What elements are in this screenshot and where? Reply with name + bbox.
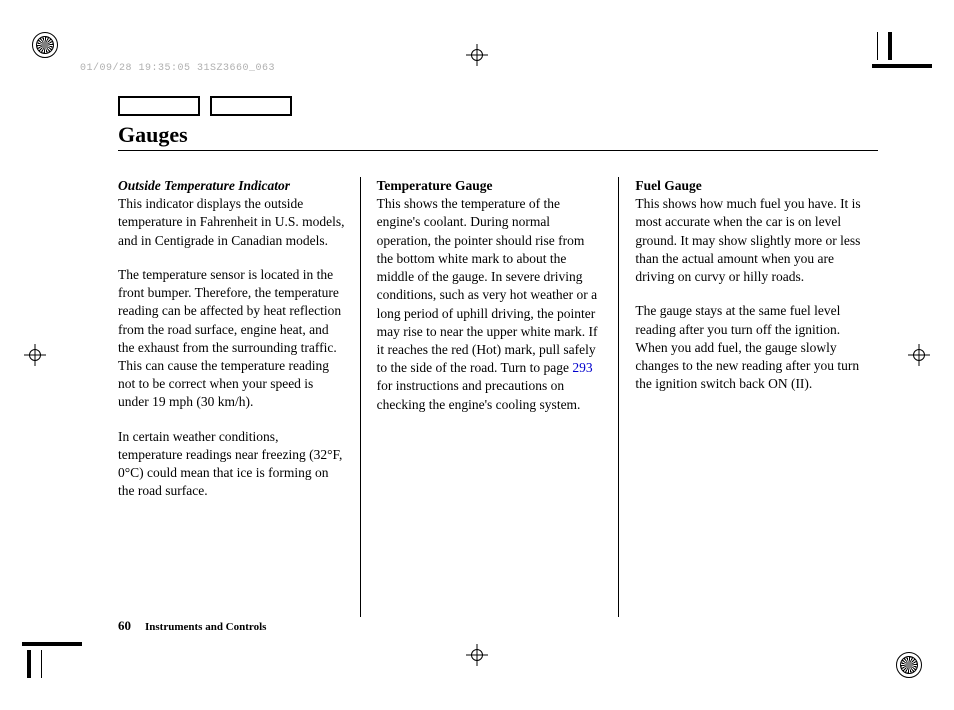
tab-boxes: [118, 96, 878, 116]
body-text: In certain weather conditions, temperatu…: [118, 428, 345, 501]
column-2: Temperature Gauge This shows the tempera…: [361, 177, 620, 517]
section-head-outside-temp: Outside Temperature Indicator: [118, 178, 290, 193]
page-number: 60: [118, 618, 131, 634]
crosshair-bottom: [466, 644, 488, 666]
body-text: The gauge stays at the same fuel level r…: [635, 302, 862, 393]
footer-section: Instruments and Controls: [145, 621, 266, 633]
page-footer: 60 Instruments and Controls: [118, 618, 266, 634]
page-content: Gauges Outside Temperature Indicator Thi…: [118, 96, 878, 517]
reg-mark-top-left: [32, 32, 58, 58]
title-rule: [118, 150, 878, 151]
page-link[interactable]: 293: [572, 360, 592, 375]
column-1: Outside Temperature Indicator This indic…: [118, 177, 361, 517]
body-text: The temperature sensor is located in the…: [118, 266, 345, 412]
crosshair-top: [466, 44, 488, 66]
section-head-fuel-gauge: Fuel Gauge: [635, 178, 701, 193]
column-3: Fuel Gauge This shows how much fuel you …: [619, 177, 878, 517]
body-text-part: for instructions and precautions on chec…: [377, 378, 581, 411]
body-text: This shows the temperature of the engine…: [377, 196, 598, 411]
body-text-part: This shows the temperature of the engine…: [377, 196, 598, 375]
tab-box: [118, 96, 200, 116]
tab-box: [210, 96, 292, 116]
crop-mark-bottom-left: [22, 638, 82, 678]
crosshair-left: [24, 344, 46, 366]
section-head-temp-gauge: Temperature Gauge: [377, 178, 493, 193]
page-title: Gauges: [118, 122, 878, 148]
columns: Outside Temperature Indicator This indic…: [118, 177, 878, 517]
crop-mark-top-right: [872, 32, 932, 68]
crosshair-right: [908, 344, 930, 366]
body-text: This shows how much fuel you have. It is…: [635, 196, 860, 284]
reg-mark-bottom-right: [896, 652, 922, 678]
body-text: This indicator displays the outside temp…: [118, 196, 344, 247]
print-timestamp: 01/09/28 19:35:05 31SZ3660_063: [80, 63, 275, 74]
